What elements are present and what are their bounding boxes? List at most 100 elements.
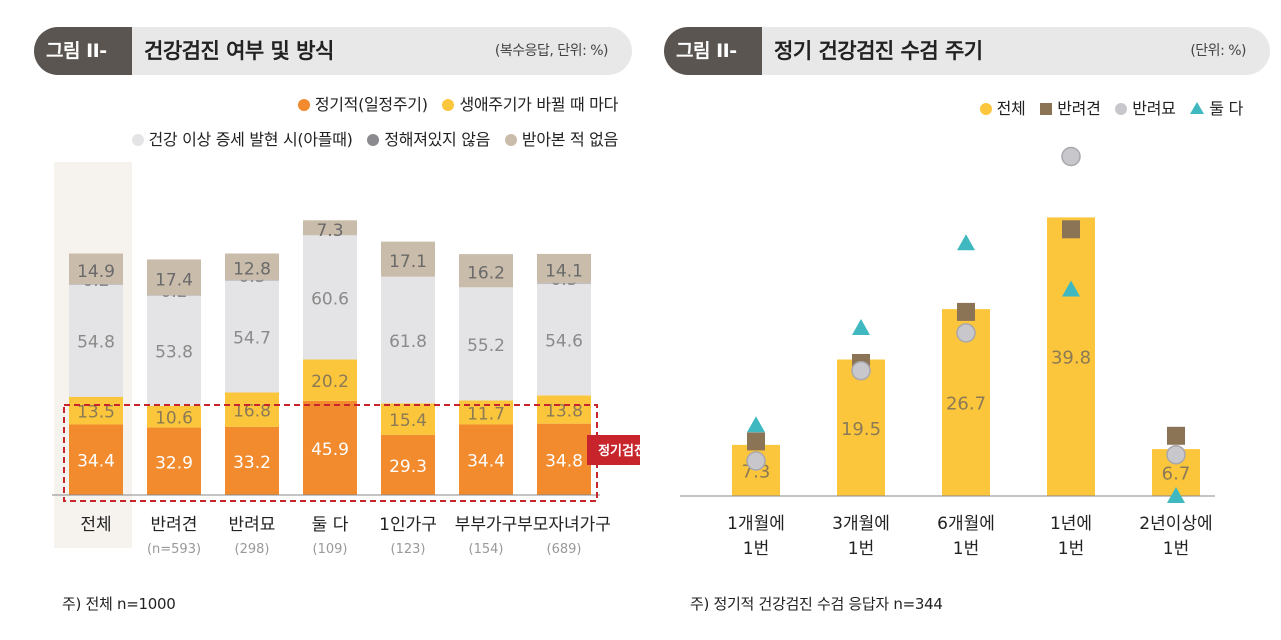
marker-dog xyxy=(1062,220,1080,239)
bar-segment xyxy=(225,392,279,427)
right-figure-header: 그림 II-23 정기 건강검진 수검 주기 (단위: %) xyxy=(664,27,1270,110)
category-label: 3개월에 xyxy=(832,514,890,534)
marker-both xyxy=(957,234,975,251)
bar-segment xyxy=(381,434,435,495)
legend-label-both: 둘 다 xyxy=(1209,99,1243,118)
bar-segment xyxy=(225,279,279,281)
category-sample-size: (154) xyxy=(469,542,504,557)
legend-item-never: 받아본 적 없음 xyxy=(504,126,618,150)
legend-item-dog: 반려견 xyxy=(1040,95,1101,119)
legend-label-undetermined: 정해져있지 않음 xyxy=(384,130,491,149)
bar-segment xyxy=(69,396,123,425)
bar-segment xyxy=(303,220,357,236)
legend-item-regular: 정기적(일정주기) xyxy=(297,91,428,115)
data-label: 32.9 xyxy=(155,453,193,473)
legend-label-never: 받아본 적 없음 xyxy=(521,130,618,149)
bar-segment xyxy=(381,403,435,435)
data-label: 17.4 xyxy=(155,270,193,290)
marker-cat xyxy=(851,360,871,381)
marker-both xyxy=(1062,280,1080,297)
marker-cat xyxy=(1061,146,1081,167)
marker-cat xyxy=(956,323,976,343)
data-label: 39.8 xyxy=(1051,348,1091,369)
bar-segment xyxy=(459,424,513,495)
data-label: 53.8 xyxy=(155,343,193,363)
legend-swatch-both xyxy=(1190,102,1205,114)
bar-segment xyxy=(459,400,513,425)
bar-segment xyxy=(381,276,435,404)
legend-swatch-never xyxy=(504,134,517,146)
data-label: 29.3 xyxy=(389,457,427,477)
legend-swatch-undetermined xyxy=(367,134,380,146)
data-label: 55.2 xyxy=(467,336,505,356)
data-label: 13.8 xyxy=(545,402,583,422)
category-label: 1개월에 xyxy=(727,514,785,534)
category-label: 1번 xyxy=(953,539,979,559)
left-figure-number: 그림 II-22 xyxy=(34,27,132,110)
legend-label-all: 전체 xyxy=(996,99,1026,118)
bar-segment xyxy=(69,253,123,285)
data-label: 19.5 xyxy=(841,419,881,440)
category-label: 1번 xyxy=(848,539,874,559)
category-sample-size: (109) xyxy=(313,542,348,557)
legend-swatch-lifecycle xyxy=(442,99,455,111)
data-label: 33.2 xyxy=(233,453,271,473)
legend-item-cat: 반려묘 xyxy=(1115,95,1176,119)
category-label: 1년에 xyxy=(1050,514,1092,534)
bar-segment xyxy=(69,284,123,397)
legend-swatch-all xyxy=(979,103,992,115)
data-label: 61.8 xyxy=(389,332,427,352)
bar-segment xyxy=(225,426,279,495)
regular-checkup-callout-arrow xyxy=(587,435,640,465)
legend-label-dog: 반려견 xyxy=(1057,99,1101,118)
legend-item-lifecycle: 생애주기가 바뀔 때 마다 xyxy=(442,91,618,115)
marker-cat xyxy=(746,451,766,471)
category-label: 부부가구 xyxy=(455,515,518,535)
bar-segment xyxy=(225,280,279,393)
legend-item-both: 둘 다 xyxy=(1190,95,1243,119)
data-label: 54.6 xyxy=(545,331,583,351)
data-label: 60.6 xyxy=(311,289,349,309)
bar xyxy=(1047,217,1095,496)
bar-segment xyxy=(537,395,591,424)
bar-segment xyxy=(459,287,513,401)
category-label: 반려묘 xyxy=(229,515,276,535)
data-label: 12.8 xyxy=(233,260,271,280)
marker-both xyxy=(1167,487,1185,503)
data-label: 14.1 xyxy=(545,261,583,281)
data-label: 26.7 xyxy=(946,394,986,415)
bar-segment xyxy=(303,359,357,401)
frequency-bar-chart: 7.319.526.739.86.7 1개월에1번3개월에1번6개월에1번1년에… xyxy=(680,146,1215,559)
category-label: 1번 xyxy=(743,539,769,559)
marker-both xyxy=(852,319,870,335)
bar-segment xyxy=(147,405,201,428)
data-label: 15.4 xyxy=(389,411,427,431)
category-sample-size: (123) xyxy=(391,542,426,557)
data-label: 13.5 xyxy=(77,403,115,423)
data-label: 7.3 xyxy=(316,221,343,241)
right-legend: 전체 반려견 반려묘 둘 다 xyxy=(979,95,1243,119)
category-label: 부모자녀가구 xyxy=(517,515,611,535)
bar-segment xyxy=(537,423,591,495)
bar xyxy=(837,359,885,496)
bar-segment xyxy=(225,253,279,280)
category-label: 1번 xyxy=(1058,539,1084,559)
marker-dog xyxy=(957,302,975,321)
data-label: 10.6 xyxy=(155,409,193,429)
right-footnote: 주) 정기적 건강검진 수검 응답자 n=344 xyxy=(690,595,943,613)
left-legend-row-2: 건강 이상 증세 발현 시(아플때) 정해져있지 않음 받아본 적 없음 xyxy=(131,126,618,150)
right-figure-panel: 그림 II-23 정기 건강검진 수검 주기 (단위: %) 전체 반려견 반려… xyxy=(640,0,1281,640)
data-label: 54.8 xyxy=(77,333,115,353)
category-label: 1인가구 xyxy=(379,515,437,535)
regular-checkup-callout-label: 정기검진 xyxy=(598,443,640,459)
bar-segment xyxy=(303,235,357,360)
legend-item-all: 전체 xyxy=(979,95,1026,119)
data-label: 20.2 xyxy=(311,372,349,392)
left-figure-panel: 그림 II-22 건강검진 여부 및 방식 (복수응답, 단위: %) 정기적(… xyxy=(0,0,640,640)
right-figure-unit: (단위: %) xyxy=(1190,43,1246,59)
marker-cat xyxy=(1166,444,1186,465)
bar-segment xyxy=(537,283,591,396)
legend-item-symptom: 건강 이상 증세 발현 시(아플때) xyxy=(131,126,353,150)
bar-segment xyxy=(69,424,123,495)
bar-segment xyxy=(459,254,513,288)
